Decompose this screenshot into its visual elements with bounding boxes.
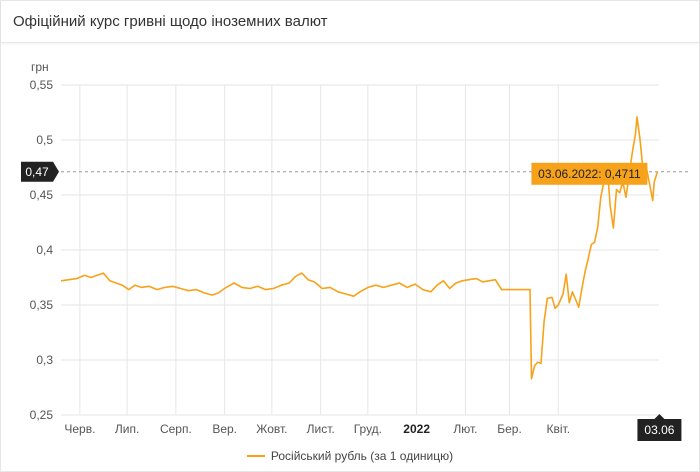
date-badge-text: 03.06 [644,423,674,437]
y-tick-label: 0,5 [36,133,53,147]
legend-label: Російський рубль (за 1 одиницю) [270,449,454,463]
x-tick-label: 2022 [403,422,430,436]
x-tick-label: Вер. [212,422,237,436]
x-tick-label: Квіт. [547,422,571,436]
tooltip-background [531,162,648,185]
x-tick-label: Лист. [307,422,335,436]
x-tick-label: Лип. [115,422,139,436]
y-tick-label: 0,45 [30,188,54,202]
x-tick-label: Черв. [64,422,95,436]
chart-title: Офіційний курс гривні щодо іноземних вал… [13,13,328,30]
legend-swatch [246,455,265,457]
series-line-rub[interactable] [60,116,659,380]
y-axis-unit-label: грн [31,60,49,74]
y-axis-labels: 0,25 0,3 0,35 0,4 0,45 0,5 0,55 [30,78,54,422]
value-badge-text: 0,47 [25,165,49,179]
tooltip-text: 03.06.2022: 0,4711 [538,167,641,181]
y-tick-label: 0,25 [30,408,54,422]
date-badge: 03.06 [637,414,682,441]
horizontal-gridlines [61,84,659,416]
y-tick-label: 0,3 [36,353,53,367]
chart-legend[interactable]: Російський рубль (за 1 одиницю) [1,449,699,463]
card-header: Офіційний курс гривні щодо іноземних вал… [1,1,699,43]
y-tick-label: 0,55 [30,78,54,92]
y-tick-label: 0,35 [30,298,54,312]
value-badge-background [21,161,59,182]
value-badge: 0,47 [21,161,59,182]
tooltip: 03.06.2022: 0,4711 [531,162,648,185]
line-chart[interactable]: 0,25 0,3 0,35 0,4 0,45 0,5 0,55 Черв. Лип. Серп.… [1,45,699,445]
x-tick-label: Жовт. [256,422,287,436]
x-tick-label: Груд. [354,422,382,436]
x-axis-labels: Черв. Лип. Серп. Вер. Жовт. Лист. Груд. 2022 Лют… [64,422,570,436]
x-tick-label: Бер. [497,422,522,436]
y-tick-label: 0,4 [36,243,53,257]
x-tick-label: Серп. [160,422,192,436]
date-badge-background [637,414,682,441]
vertical-gridlines [79,85,559,415]
x-tick-label: Лют. [453,422,477,436]
